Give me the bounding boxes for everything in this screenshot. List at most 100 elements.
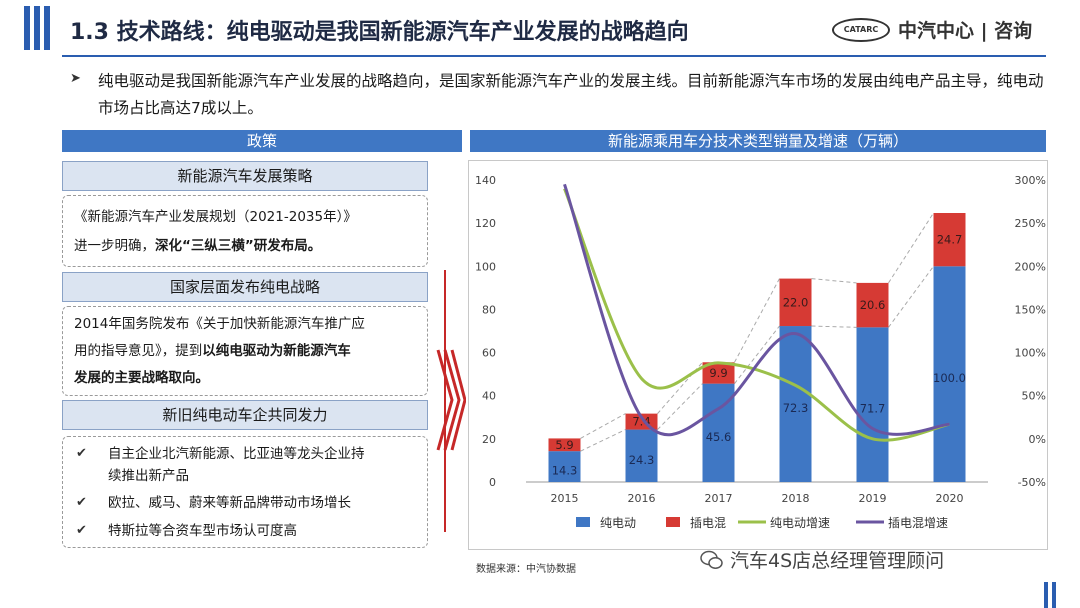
bar-bev <box>856 327 889 482</box>
policy-2-line2-plain: 用的指导意见》，提到 <box>74 343 203 359</box>
logo: CATARC 中汽中心 | 咨询 <box>832 14 1062 48</box>
legend-swatch <box>576 517 590 527</box>
bar-bev-label: 100.0 <box>933 371 966 385</box>
y-right-tick-label: 200% <box>1015 260 1046 273</box>
bar-bev-label: 45.6 <box>706 430 732 444</box>
policy-2-line2-bold: 以纯电驱动为新能源汽车 <box>202 343 351 359</box>
bar-connector-line <box>811 278 857 284</box>
y-right-tick-label: 250% <box>1015 217 1046 230</box>
policy-2-line3: 发展的主要战略取向。 <box>74 367 209 390</box>
policy-section-box-3 <box>62 436 428 548</box>
policy-section-title-2: 国家层面发布纯电战略 <box>62 272 428 302</box>
page-title: 1.3 技术路线：纯电驱动是我国新能源汽车产业发展的战略趋向 <box>70 20 689 45</box>
x-tick-label: 2018 <box>782 492 810 505</box>
policy-2-line1: 2014年国务院发布《关于加快新能源汽车推广应 <box>74 316 365 332</box>
policy-1-line2: 进一步明确，深化“三纵三横”研发布局。 <box>74 235 321 258</box>
y-right-tick-label: 0% <box>1029 433 1046 446</box>
bar-connector-line <box>657 383 703 430</box>
x-tick-label: 2017 <box>705 492 733 505</box>
x-tick-label: 2016 <box>628 492 656 505</box>
bar-phev-label: 5.9 <box>555 438 573 452</box>
policy-3-item1-line1: 自主企业北汽新能源、比亚迪等龙头企业持 <box>108 446 365 462</box>
title-divider <box>62 55 1046 57</box>
check-icon: ✔ <box>76 523 87 538</box>
bar-connector-line <box>734 325 780 384</box>
bar-connector-line <box>888 265 934 328</box>
policy-2-line3-bold: 发展的主要战略取向。 <box>74 370 209 386</box>
policy-1-line2-plain: 进一步明确， <box>74 238 155 254</box>
y-right-tick-label: 150% <box>1015 303 1046 316</box>
legend-label: 纯电动增速 <box>770 516 830 530</box>
legend-label: 插电混增速 <box>888 516 948 530</box>
y-right-tick-label: 100% <box>1015 347 1046 360</box>
policy-header: 政策 <box>62 130 462 152</box>
policy-section-box-1 <box>62 195 428 267</box>
bar-phev <box>779 278 812 327</box>
bar-phev-label: 22.0 <box>783 295 809 309</box>
check-icon: ✔ <box>76 446 87 461</box>
legend-label: 纯电动 <box>600 516 636 530</box>
policy-3-item2: 欧拉、威马、蔚来等新品牌带动市场增长 <box>108 495 351 511</box>
bar-bev-label: 24.3 <box>629 453 655 467</box>
legend-label: 插电混 <box>690 516 726 530</box>
policy-section-title-3: 新旧纯电动车企共同发力 <box>62 400 428 430</box>
y-left-tick-label: 60 <box>482 347 496 360</box>
intro-text: 纯电驱动是我国新能源汽车产业发展的战略趋向，是国家新能源汽车产业的发展主线。目前… <box>98 72 1044 117</box>
bar-bev <box>933 266 966 482</box>
bar-phev <box>702 362 735 384</box>
bar-bev-label: 14.3 <box>552 464 578 478</box>
bar-connector-line <box>580 429 626 452</box>
watermark-text: 汽车4S店总经理管理顾问 <box>730 550 945 572</box>
bar-phev-label: 20.6 <box>860 298 886 312</box>
bar-connector-line <box>811 325 857 328</box>
y-right-tick-label: 300% <box>1015 174 1046 187</box>
x-tick-label: 2015 <box>551 492 579 505</box>
bar-connector-line <box>580 413 626 439</box>
bar-bev <box>779 326 812 482</box>
chart-frame <box>468 160 1048 550</box>
line-bev-growth <box>563 188 950 442</box>
y-left-tick-label: 0 <box>489 476 496 489</box>
logo-mark: CATARC <box>832 18 890 42</box>
arrow-bullet-icon: ➤ <box>70 71 81 86</box>
bar-connector-line <box>888 212 934 284</box>
x-tick-label: 2019 <box>859 492 887 505</box>
bar-bev-label: 72.3 <box>783 401 809 415</box>
sales-growth-chart: 0 20 40 60 80 100 120 140 -50% 0% 50% 100% 150% 200% 2… <box>468 160 1048 550</box>
line-phev-growth <box>563 183 950 437</box>
bar-phev <box>548 438 581 452</box>
chevron-right-icon <box>436 349 466 451</box>
bar-phev-label: 24.7 <box>937 233 963 247</box>
y-left-tick-label: 100 <box>475 260 496 273</box>
y-left-tick-label: 120 <box>475 217 496 230</box>
bar-bev <box>625 429 658 482</box>
x-tick-label: 2020 <box>936 492 964 505</box>
policy-section-title-1: 新能源汽车发展策略 <box>62 161 428 191</box>
y-left-tick-label: 40 <box>482 390 496 403</box>
y-right-tick-label: -50% <box>1018 476 1046 489</box>
policy-3-item3: 特斯拉等合资车型市场认可度高 <box>108 523 297 539</box>
policy-1-line1: 《新能源汽车产业发展规划（2021-2035年）》 <box>74 209 357 225</box>
bar-connector-line <box>734 278 780 363</box>
policy-2-line2: 用的指导意见》，提到以纯电驱动为新能源汽车 <box>74 340 351 363</box>
bar-bev <box>548 451 581 482</box>
y-left-tick-label: 80 <box>482 303 496 316</box>
chart-header: 新能源乘用车分技术类型销量及增速（万辆） <box>470 130 1046 152</box>
y-left-tick-label: 140 <box>475 174 496 187</box>
corner-accent-bars <box>1042 582 1062 608</box>
connector-line <box>444 270 446 532</box>
bar-bev-label: 71.7 <box>860 402 886 416</box>
bar-phev <box>933 213 966 267</box>
title-accent-bars <box>24 6 54 50</box>
bar-phev-label: 9.9 <box>709 366 727 380</box>
bar-phev <box>856 282 889 328</box>
wechat-icon <box>700 550 723 569</box>
y-left-tick-label: 20 <box>482 433 496 446</box>
policy-1-line2-bold: 深化“三纵三横”研发布局。 <box>155 238 322 254</box>
logo-text: 中汽中心 | 咨询 <box>898 20 1033 42</box>
legend-swatch <box>666 517 680 527</box>
data-source: 数据来源：中汽协数据 <box>476 564 576 575</box>
y-right-tick-label: 50% <box>1022 390 1046 403</box>
policy-section-box-2 <box>62 306 428 396</box>
check-icon: ✔ <box>76 495 87 510</box>
